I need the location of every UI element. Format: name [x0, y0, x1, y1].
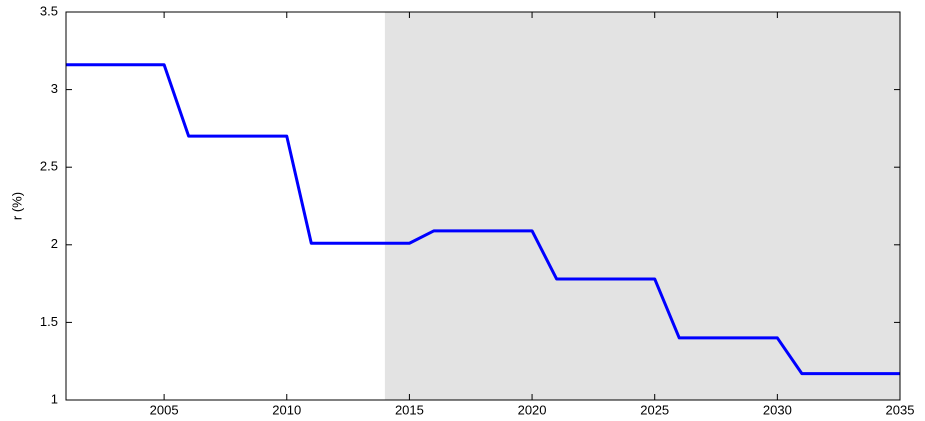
x-tick-label: 2015: [395, 402, 424, 417]
x-tick-label: 2010: [272, 402, 301, 417]
y-tick-label: 2.5: [40, 159, 58, 174]
x-tick-label: 2025: [640, 402, 669, 417]
x-tick-label: 2030: [763, 402, 792, 417]
y-axis-label: r (%): [9, 192, 24, 220]
data-line: [66, 63, 900, 376]
plot-frame: [65, 11, 901, 401]
y-tick-label: 2: [51, 236, 58, 251]
shaded-region: [384, 12, 901, 400]
y-tick-label: 3.5: [40, 3, 58, 18]
x-tick-label: 2020: [518, 402, 547, 417]
y-tick-label: 1.5: [40, 314, 58, 329]
x-tick-label: 2005: [150, 402, 179, 417]
x-tick-label: 2035: [886, 402, 915, 417]
y-tick-label: 3: [51, 81, 58, 96]
y-tick-label: 1: [51, 391, 58, 406]
